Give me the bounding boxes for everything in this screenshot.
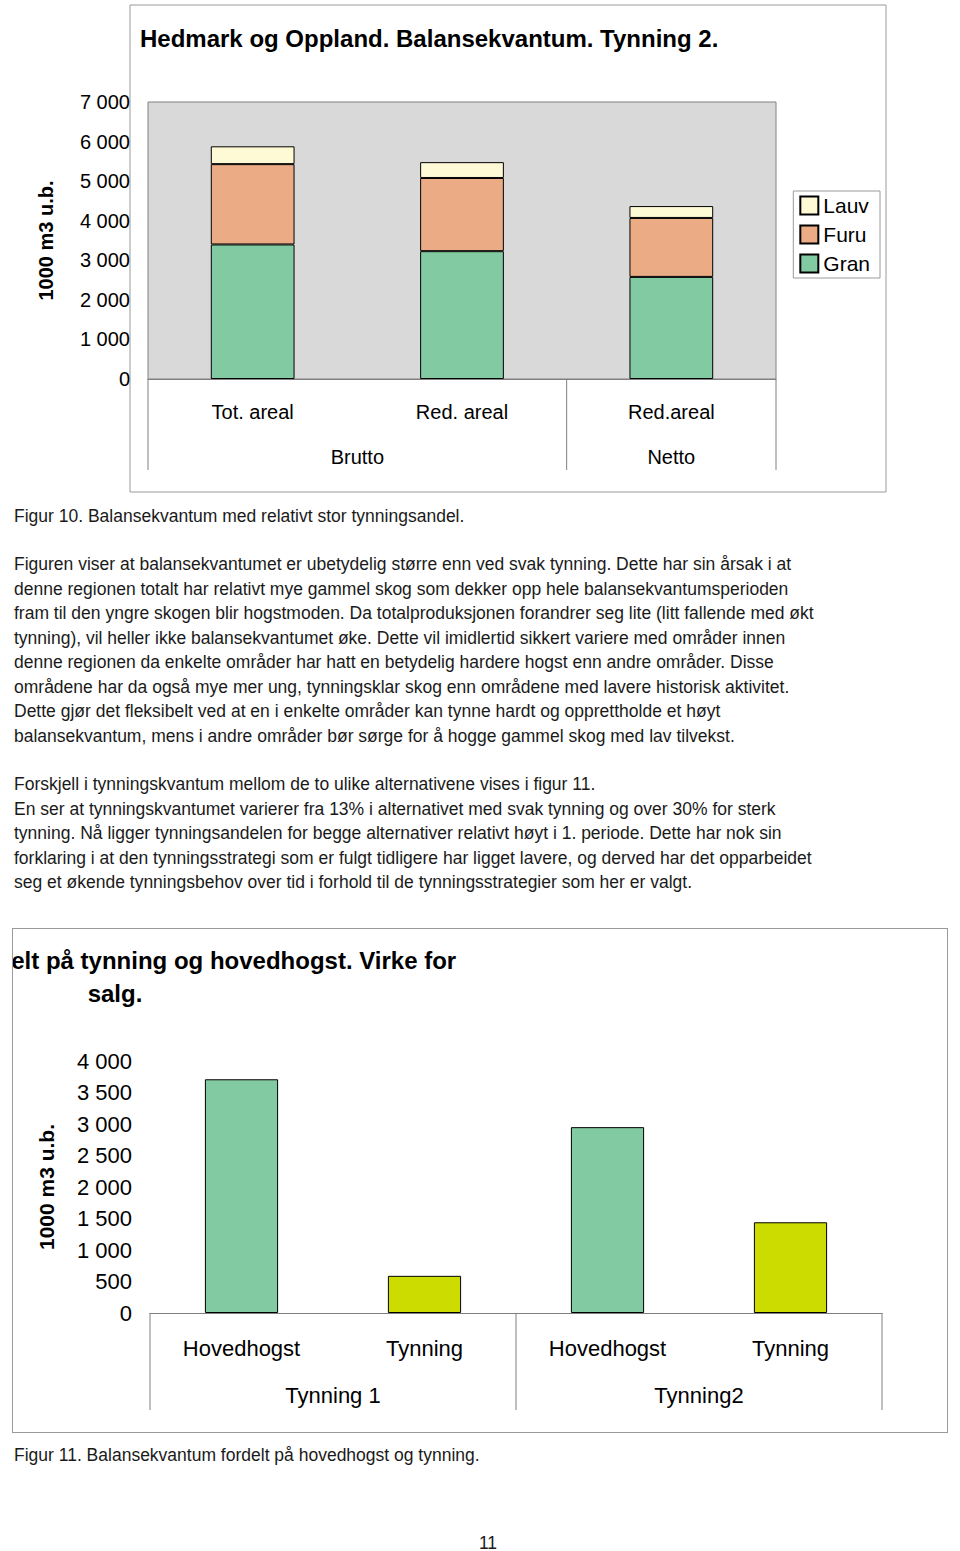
svg-text:Gran: Gran (823, 252, 870, 275)
html-text:områdene har da også mye mer u: områdene har da også mye mer ung, tynnin… (14, 676, 790, 697)
html-text:Figuren viser at balansekvantu: Figuren viser at balansekvantumet er ube… (14, 554, 792, 574)
svg-text:4 000: 4 000 (80, 210, 130, 232)
html-text:forklaring i at den tynningsst: forklaring i at den tynningsstrategi som… (14, 847, 812, 868)
svg-text:1 000: 1 000 (80, 328, 130, 350)
svg-text:2 000: 2 000 (77, 1175, 132, 1200)
svg-text:1 000: 1 000 (77, 1238, 132, 1263)
html-text:balansekvantum, mens i andre o: balansekvantum, mens i andre områder bør… (14, 725, 735, 746)
html-text:Dette gjør det fleksibelt ved: Dette gjør det fleksibelt ved at en i en… (14, 701, 721, 721)
svg-text:Hovedhogst: Hovedhogst (183, 1336, 300, 1361)
svg-text:Tynning: Tynning (752, 1336, 829, 1361)
svg-text:1 500: 1 500 (77, 1206, 132, 1231)
svg-text:1000 m3 u.b.: 1000 m3 u.b. (35, 1124, 58, 1250)
svg-text:Hedmark og Oppland. Balansekva: Hedmark og Oppland. Balansekvantum. Tynn… (140, 25, 718, 52)
svg-text:3 000: 3 000 (80, 249, 130, 271)
svg-text:0: 0 (119, 368, 130, 390)
svg-text:500: 500 (95, 1269, 132, 1294)
svg-text:Furu: Furu (823, 223, 866, 246)
svg-text:Tynning2: Tynning2 (654, 1383, 743, 1408)
html-text:denne regionen totalt har rela: denne regionen totalt har relativt mye g… (14, 578, 789, 599)
svg-text:2 500: 2 500 (77, 1143, 132, 1168)
html-text:fram til den yngre skogen blir: fram til den yngre skogen blir hogstmode… (14, 603, 814, 623)
svg-text:7 000: 7 000 (80, 91, 130, 113)
html-text:Figur 10. Balansekvantum med r: Figur 10. Balansekvantum med relativt st… (14, 506, 465, 526)
svg-text:2 000: 2 000 (80, 289, 130, 311)
svg-text:Red. areal: Red. areal (416, 401, 508, 423)
svg-text:Lauv: Lauv (823, 194, 869, 217)
html-text:tynning), vil heller ikke bala: tynning), vil heller ikke balansekvantum… (14, 627, 786, 648)
svg-text:Tynning 1: Tynning 1 (285, 1383, 380, 1408)
svg-text:3 000: 3 000 (77, 1112, 132, 1137)
svg-text:Brutto: Brutto (331, 446, 384, 468)
html-text:Forskjell i tynningskvantum me: Forskjell i tynningskvantum mellom de to… (14, 774, 596, 794)
html-text:tynning. Nå ligger tynningsand: tynning. Nå ligger tynningsandelen for b… (14, 823, 782, 843)
html-text:En ser at tynningskvantumet va: En ser at tynningskvantumet varierer fra… (14, 798, 776, 819)
html-text:denne regionen da enkelte områ: denne regionen da enkelte områder har ha… (14, 652, 774, 672)
html-text:seg et økende tynningsbehov ov: seg et økende tynningsbehov over tid i f… (14, 872, 692, 892)
svg-text:Netto: Netto (647, 446, 695, 468)
svg-text:6 000: 6 000 (80, 131, 130, 153)
svg-text:Tynning: Tynning (386, 1336, 463, 1361)
svg-text:Red.areal: Red.areal (628, 401, 715, 423)
html-text:Figur 11. Balansekvantum forde: Figur 11. Balansekvantum fordelt på hove… (14, 1445, 480, 1465)
svg-text:4 000: 4 000 (77, 1049, 132, 1074)
svg-text:Tot. areal: Tot. areal (212, 401, 294, 423)
svg-text:Hovedhogst: Hovedhogst (549, 1336, 666, 1361)
svg-text:salg.: salg. (88, 980, 143, 1007)
svg-text:0: 0 (120, 1301, 132, 1326)
svg-text:Balansekvantum fordelt på tynn: Balansekvantum fordelt på tynning og hov… (13, 947, 463, 974)
svg-text:1000 m3 u.b.: 1000 m3 u.b. (35, 180, 57, 300)
svg-text:5 000: 5 000 (80, 170, 130, 192)
svg-text:3 500: 3 500 (77, 1080, 132, 1105)
